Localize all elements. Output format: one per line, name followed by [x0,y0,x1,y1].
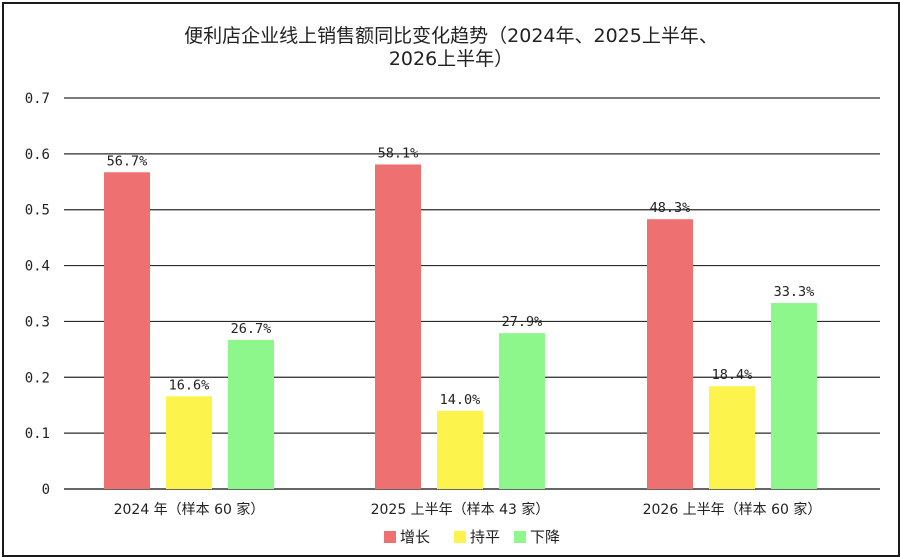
data-labels: 56.7% 58.1% 48.3% 16.6% 14.0% 18.4% 26.7% 27.9%… [107,145,815,407]
bar-下降-0 [228,339,274,489]
legend-swatch-持平 [454,531,466,543]
y-tick-label: 0.5 [25,203,50,219]
legend-label: 增长 [400,528,430,546]
bars [104,164,817,490]
bar-持平-0 [166,396,212,489]
y-tick-label: 0.6 [25,147,50,163]
y-tick-label: 0.7 [25,91,50,107]
bar-持平-2 [709,386,755,489]
category-label: 2026 上半年（样本 60 家） [643,501,822,518]
x-axis: 2024 年（样本 60 家） 2025 上半年（样本 43 家） 2026 上半年… [114,501,822,518]
data-label: 26.7% [231,321,272,337]
bar-chart: 便利店企业线上销售额同比变化趋势（2024年、2025上半年、 2026上半年）… [25,25,880,546]
data-label: 48.3% [650,200,691,216]
data-label: 14.0% [440,392,481,408]
y-tick-label: 0.3 [25,314,50,330]
bar-下降-1 [499,333,545,489]
y-tick-label: 0.1 [25,426,50,442]
data-label: 18.4% [712,367,753,383]
y-tick-label: 0.4 [25,259,50,275]
legend-swatch-下降 [514,531,526,543]
y-axis: 0 0.1 0.2 0.3 0.4 0.5 0.6 0.7 [25,91,50,498]
bar-持平-1 [437,410,483,489]
bar-增长-0 [104,172,150,490]
y-tick-label: 0 [42,482,50,498]
category-label: 2024 年（样本 60 家） [114,501,265,518]
bar-下降-2 [771,302,817,489]
legend-swatch-增长 [384,531,396,543]
chart-title-line-2: 2026上半年） [389,48,513,70]
bar-增长-2 [647,219,693,489]
data-label: 27.9% [502,314,543,330]
data-label: 58.1% [378,145,419,161]
y-tick-label: 0.2 [25,370,50,386]
data-label: 56.7% [107,153,148,169]
legend: 增长 持平 下降 [384,528,560,546]
legend-label: 下降 [530,528,560,546]
chart-title-line-1: 便利店企业线上销售额同比变化趋势（2024年、2025上半年、 [184,25,718,47]
data-label: 16.6% [169,377,210,393]
category-label: 2025 上半年（样本 43 家） [371,501,550,518]
bar-增长-1 [375,164,421,489]
data-label: 33.3% [774,284,815,300]
legend-label: 持平 [470,528,500,546]
